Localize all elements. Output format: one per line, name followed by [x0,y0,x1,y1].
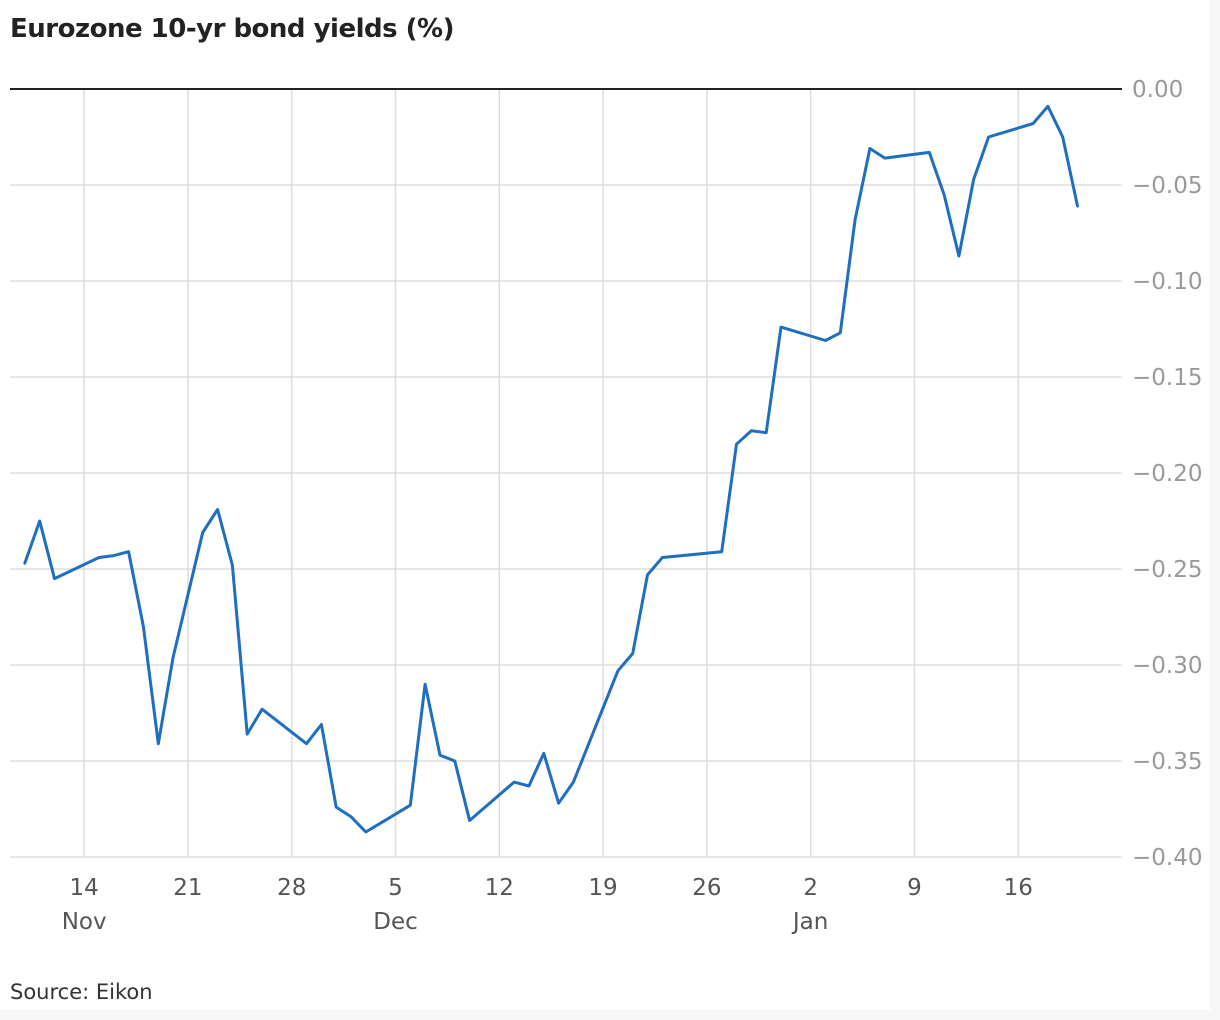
x-month-label: Jan [791,909,828,935]
x-tick-label: 16 [1004,875,1033,901]
chart-title: Eurozone 10-yr bond yields (%) [10,14,454,44]
x-tick-label: 2 [803,875,818,901]
x-tick-label: 21 [173,875,202,901]
y-tick-label: −0.40 [1132,845,1202,871]
x-month-label: Dec [373,909,418,935]
y-tick-label: −0.05 [1132,173,1202,199]
y-tick-label: −0.15 [1132,365,1202,391]
y-tick-label: 0.00 [1132,77,1183,103]
y-axis-ticks: 0.00 −0.05 −0.10 −0.15 −0.20 −0.25 −0.30 −0.35 −… [1132,77,1202,871]
source-note: Source: Eikon [10,980,153,1004]
x-tick-label: 5 [388,875,403,901]
series-layer [23,104,1079,834]
y-tick-label: −0.10 [1132,269,1202,295]
x-tick-label: 26 [692,875,721,901]
x-month-label: Nov [62,909,107,935]
x-tick-label: 28 [277,875,306,901]
y-tick-label: −0.20 [1132,461,1202,487]
gridlines [10,88,1122,858]
y-tick-label: −0.25 [1132,557,1202,583]
x-tick-label: 14 [69,875,98,901]
x-tick-label: 12 [485,875,514,901]
x-tick-label: 9 [907,875,922,901]
x-axis-ticks: 14 Nov 21 28 5 Dec 12 19 26 2 Jan 9 16 [62,875,1033,935]
x-tick-label: 19 [588,875,617,901]
y-tick-label: −0.35 [1132,749,1202,775]
y-tick-label: −0.30 [1132,653,1202,679]
line-chart: 0.00 −0.05 −0.10 −0.15 −0.20 −0.25 −0.30 −0.35 −… [10,77,1202,935]
series-line [23,104,1079,834]
